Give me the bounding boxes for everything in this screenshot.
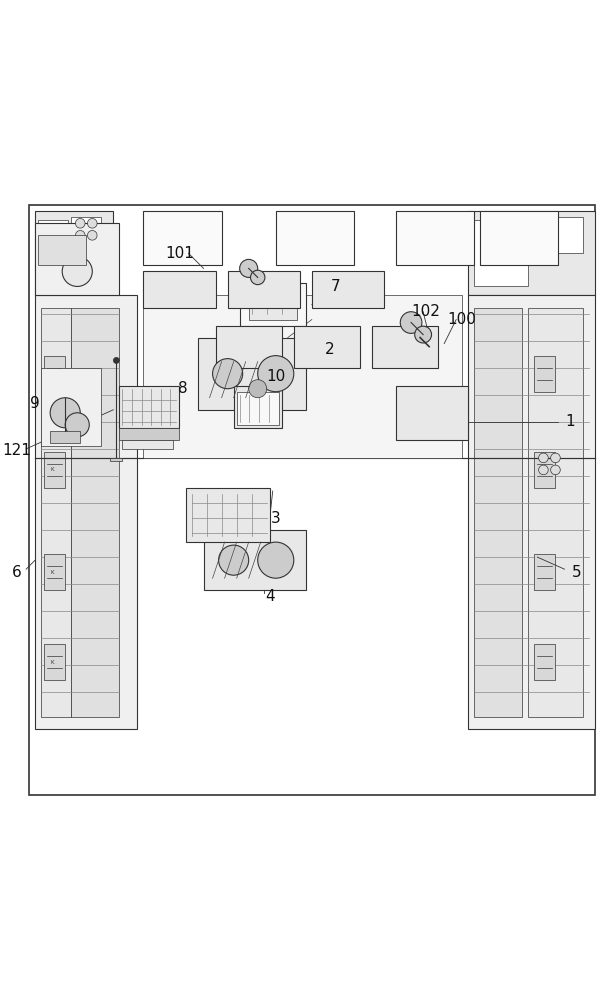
Bar	[468, 211, 594, 295]
Bar	[35, 295, 138, 729]
Circle shape	[538, 453, 548, 463]
Bar	[228, 271, 300, 308]
Bar	[198, 338, 306, 410]
Bar	[71, 308, 119, 717]
Bar	[312, 271, 384, 308]
Text: K: K	[50, 467, 53, 472]
Bar	[144, 295, 462, 458]
Circle shape	[538, 465, 548, 475]
Circle shape	[258, 542, 293, 578]
Bar	[234, 386, 282, 428]
Bar	[144, 211, 222, 265]
Bar	[474, 220, 529, 286]
Bar	[534, 356, 556, 392]
Text: 100: 100	[448, 312, 476, 327]
Bar	[119, 386, 179, 428]
Bar	[44, 452, 65, 488]
Bar	[236, 392, 279, 425]
Circle shape	[76, 231, 85, 240]
Bar	[111, 458, 122, 461]
Circle shape	[219, 545, 249, 575]
Circle shape	[239, 259, 258, 277]
Bar	[204, 530, 306, 590]
Bar	[44, 356, 65, 392]
Text: 8: 8	[177, 381, 187, 396]
Bar	[185, 488, 270, 542]
Text: 102: 102	[412, 304, 441, 319]
Text: 7: 7	[331, 279, 341, 294]
Circle shape	[249, 380, 266, 398]
Text: 121: 121	[2, 443, 31, 458]
Bar	[480, 211, 559, 265]
Bar	[38, 220, 68, 286]
Bar	[249, 289, 297, 320]
Bar	[41, 308, 71, 717]
Bar	[534, 554, 556, 590]
Circle shape	[251, 270, 265, 285]
Bar	[468, 295, 594, 729]
Text: 4: 4	[265, 589, 274, 604]
Bar	[35, 211, 114, 295]
Bar	[50, 431, 80, 443]
Bar	[38, 235, 86, 265]
Bar	[144, 271, 216, 308]
Circle shape	[65, 413, 89, 437]
Circle shape	[50, 398, 80, 428]
Bar	[474, 308, 523, 717]
Text: 9: 9	[30, 396, 40, 411]
Bar	[534, 217, 583, 253]
Bar	[396, 386, 468, 440]
Bar	[44, 644, 65, 680]
Bar	[71, 217, 101, 253]
Text: 101: 101	[165, 246, 194, 261]
Circle shape	[87, 218, 97, 228]
Text: 1: 1	[565, 414, 575, 429]
Bar	[293, 326, 360, 368]
Circle shape	[551, 465, 561, 475]
Circle shape	[62, 256, 92, 286]
Text: 6: 6	[12, 565, 22, 580]
Bar	[276, 211, 354, 265]
Bar	[396, 211, 474, 265]
Circle shape	[400, 312, 422, 333]
Circle shape	[76, 218, 85, 228]
Circle shape	[114, 357, 119, 363]
Text: K: K	[50, 570, 53, 575]
Bar	[239, 283, 306, 326]
Text: 2: 2	[325, 342, 335, 357]
Text: K: K	[50, 660, 53, 665]
Bar	[44, 554, 65, 590]
Text: 10: 10	[266, 369, 286, 384]
Circle shape	[87, 231, 97, 240]
Circle shape	[414, 326, 432, 343]
Bar	[216, 326, 282, 368]
Bar	[119, 428, 179, 440]
Text: 5: 5	[572, 565, 581, 580]
Bar	[529, 308, 583, 717]
Circle shape	[551, 453, 561, 463]
Bar	[372, 326, 438, 368]
Bar	[534, 452, 556, 488]
Text: K: K	[50, 371, 53, 376]
Circle shape	[258, 356, 293, 392]
Bar	[35, 223, 119, 295]
Bar	[534, 644, 556, 680]
Circle shape	[212, 359, 243, 389]
Text: 3: 3	[271, 511, 281, 526]
Bar	[41, 368, 101, 446]
Bar	[122, 440, 174, 449]
